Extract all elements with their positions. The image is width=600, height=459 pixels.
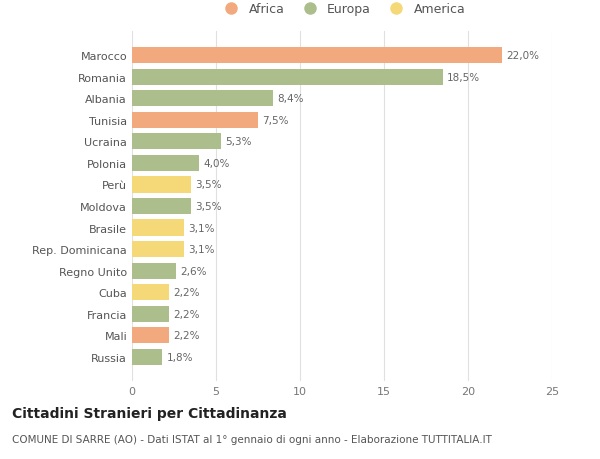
Text: 7,5%: 7,5% bbox=[262, 116, 289, 126]
Text: 2,2%: 2,2% bbox=[173, 330, 200, 341]
Bar bbox=[132, 91, 273, 107]
Bar bbox=[132, 112, 258, 129]
Bar bbox=[132, 48, 502, 64]
Bar bbox=[132, 327, 169, 344]
Bar bbox=[132, 263, 176, 279]
Text: 3,5%: 3,5% bbox=[195, 202, 221, 212]
Text: 8,4%: 8,4% bbox=[277, 94, 304, 104]
Text: 2,2%: 2,2% bbox=[173, 309, 200, 319]
Bar bbox=[132, 134, 221, 150]
Bar bbox=[132, 220, 184, 236]
Bar bbox=[132, 285, 169, 301]
Bar bbox=[132, 156, 199, 172]
Text: 18,5%: 18,5% bbox=[447, 73, 480, 83]
Text: 4,0%: 4,0% bbox=[203, 158, 230, 168]
Text: 3,1%: 3,1% bbox=[188, 223, 215, 233]
Text: 3,5%: 3,5% bbox=[195, 180, 221, 190]
Bar bbox=[132, 306, 169, 322]
Text: 2,6%: 2,6% bbox=[180, 266, 206, 276]
Bar bbox=[132, 241, 184, 257]
Text: 3,1%: 3,1% bbox=[188, 245, 215, 255]
Bar bbox=[132, 349, 162, 365]
Text: 2,2%: 2,2% bbox=[173, 287, 200, 297]
Bar bbox=[132, 177, 191, 193]
Text: COMUNE DI SARRE (AO) - Dati ISTAT al 1° gennaio di ogni anno - Elaborazione TUTT: COMUNE DI SARRE (AO) - Dati ISTAT al 1° … bbox=[12, 434, 492, 444]
Text: Cittadini Stranieri per Cittadinanza: Cittadini Stranieri per Cittadinanza bbox=[12, 406, 287, 420]
Bar bbox=[132, 198, 191, 215]
Text: 22,0%: 22,0% bbox=[506, 51, 539, 61]
Text: 5,3%: 5,3% bbox=[225, 137, 252, 147]
Legend: Africa, Europa, America: Africa, Europa, America bbox=[214, 0, 470, 21]
Bar bbox=[132, 69, 443, 86]
Text: 1,8%: 1,8% bbox=[166, 352, 193, 362]
